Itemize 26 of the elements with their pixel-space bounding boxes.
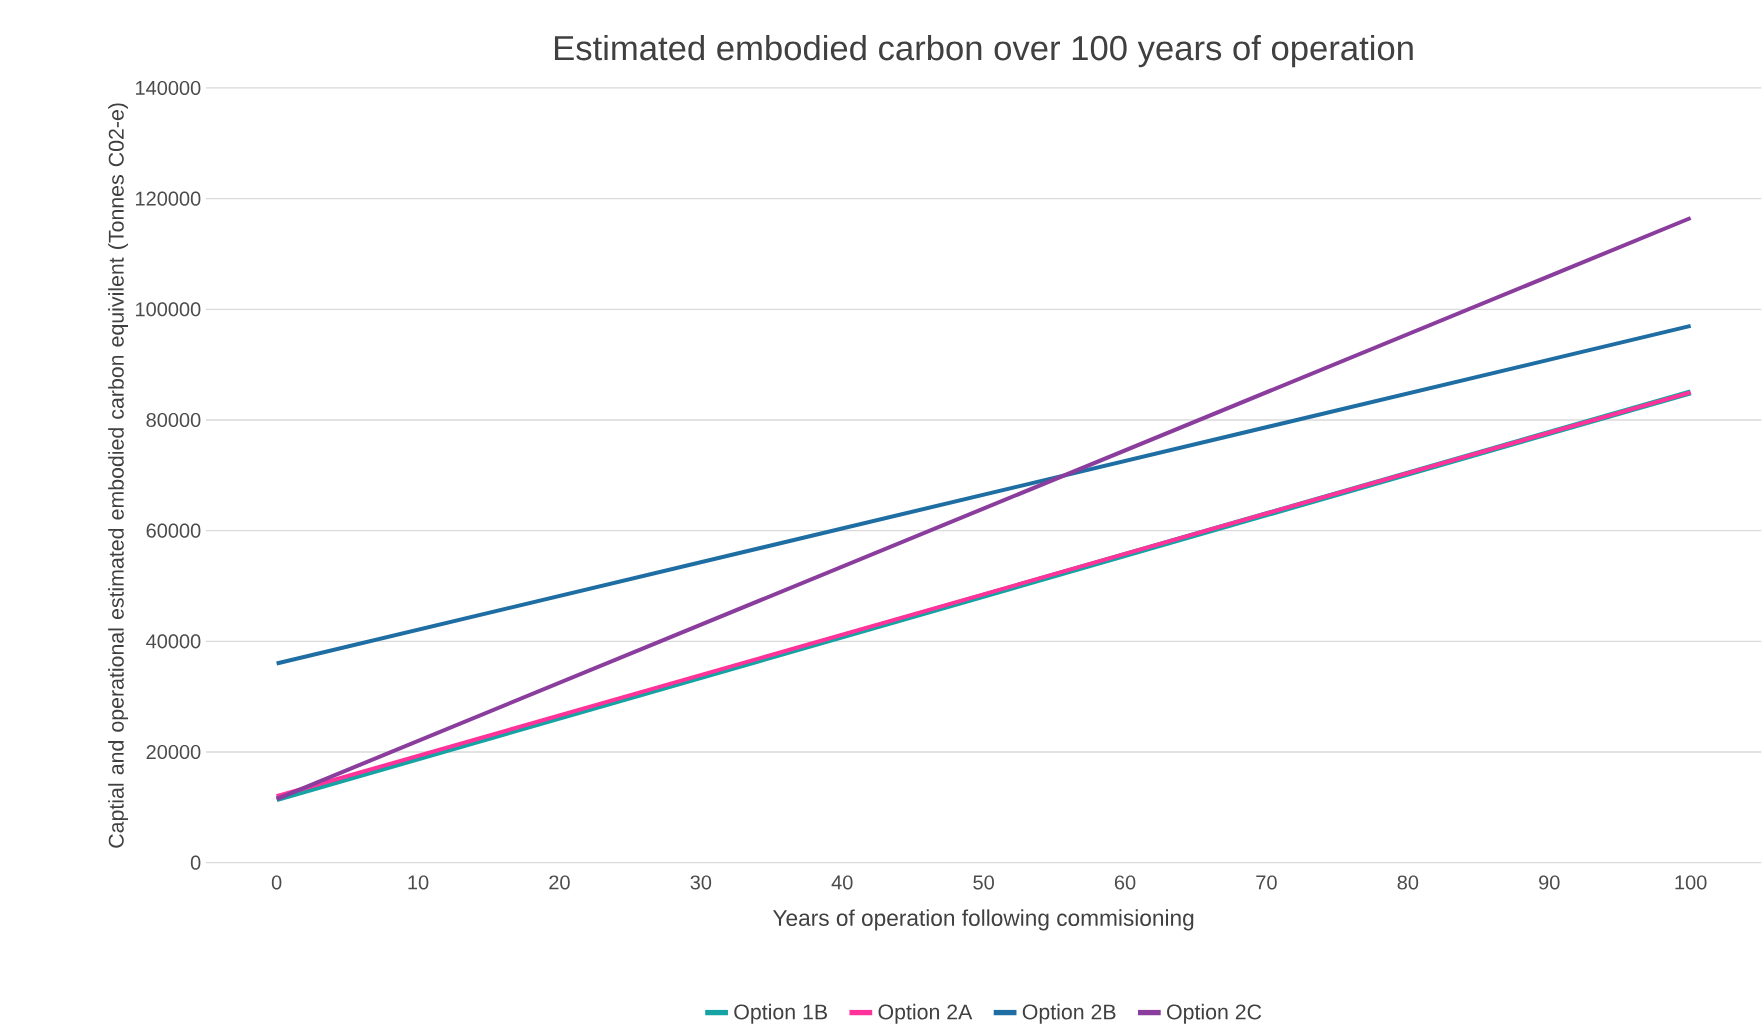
x-tick-label: 70 — [1256, 875, 1277, 890]
y-axis-title: Captial and operational estimated embodied carbon equivilent (Tonnes C02-e) — [108, 103, 129, 848]
x-tick-label: 50 — [973, 875, 994, 890]
x-tick-label: 0 — [271, 875, 282, 890]
x-tick-label: 40 — [831, 875, 853, 890]
legend-label: Option 2B — [1022, 1004, 1116, 1024]
x-tick-label: 60 — [1114, 875, 1136, 890]
x-tick-label: 20 — [549, 875, 570, 890]
x-tick-label: 30 — [690, 875, 712, 890]
x-tick-label: 10 — [408, 875, 429, 890]
chart-title: Estimated embodied carbon over 100 years of operation — [554, 35, 1413, 68]
legend-label: Option 2A — [878, 1004, 973, 1024]
y-tick-label: 140000 — [136, 81, 201, 96]
y-tick-label: 60000 — [146, 523, 201, 538]
y-tick-label: 100000 — [136, 302, 201, 317]
x-tick-label: 90 — [1539, 875, 1560, 890]
y-tick-label: 80000 — [146, 413, 201, 428]
y-tick-label: 120000 — [136, 191, 201, 206]
y-tick-label: 20000 — [146, 745, 201, 760]
x-tick-label: 80 — [1397, 875, 1419, 890]
legend-label: Option 2C — [1167, 1004, 1262, 1024]
y-tick-label: 40000 — [146, 634, 201, 649]
x-tick-label: 100 — [1675, 875, 1707, 890]
legend-label: Option 1B — [734, 1004, 827, 1024]
y-tick-label: 0 — [190, 855, 201, 870]
x-axis-title: Years of operation following commisioning — [772, 909, 1194, 931]
